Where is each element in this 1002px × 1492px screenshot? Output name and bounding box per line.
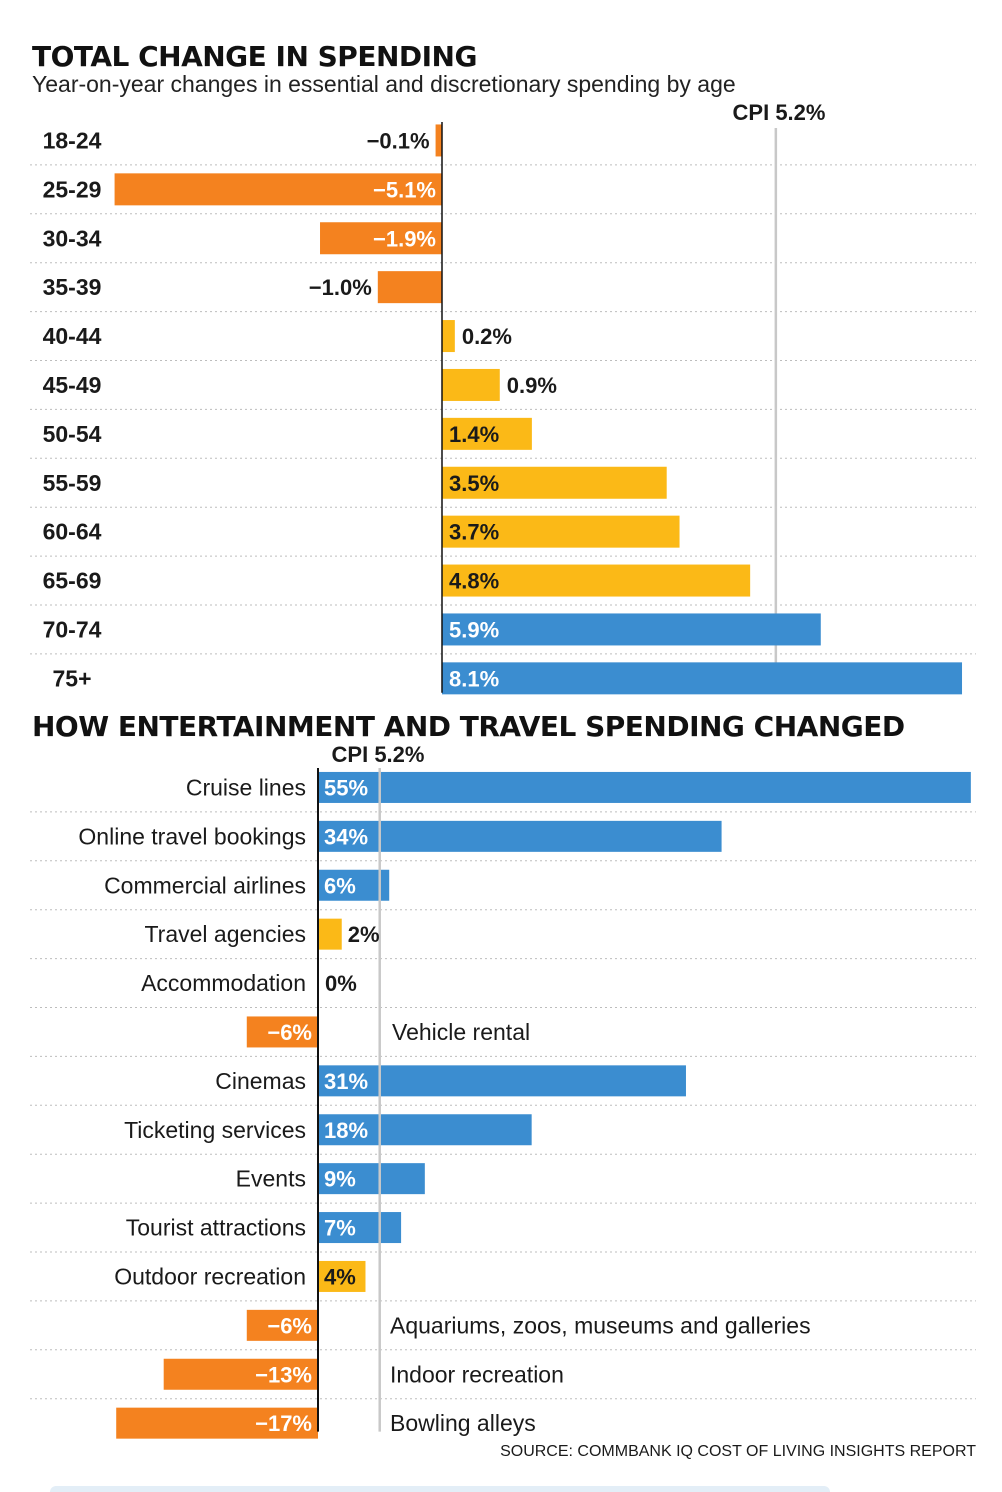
chart1-value-label: 8.1% (449, 666, 499, 691)
chart1-bar (435, 124, 442, 157)
chart1-value-label: 1.4% (449, 422, 499, 447)
chart2-bar (318, 1260, 366, 1292)
chart2-category-label: Indoor recreation (390, 1361, 564, 1387)
chart1-age-label: 65-69 (43, 568, 102, 594)
chart1-bars (114, 124, 963, 695)
chart1-bar (442, 564, 751, 597)
chart2-bar (318, 771, 971, 803)
chart2-category-label: Accommodation (141, 970, 306, 996)
chart1-age-label: 40-44 (43, 323, 102, 349)
chart2-value-label: 7% (324, 1216, 356, 1241)
chart1-value-label: −1.0% (309, 275, 372, 300)
chart1-bar (442, 662, 963, 695)
chart2-gridlines (30, 811, 976, 1400)
chart2-category-label: Online travel bookings (78, 823, 306, 849)
chart2-category-label: Events (236, 1166, 306, 1192)
chart2-title: HOW ENTERTAINMENT AND TRAVEL SPENDING CH… (32, 710, 905, 743)
chart1-title: TOTAL CHANGE IN SPENDING (32, 40, 477, 73)
chart2-bar (318, 820, 722, 852)
chart2-value-label: 2% (348, 922, 380, 947)
chart1-bar (320, 222, 442, 255)
chart1-bar (442, 613, 821, 646)
chart2-value-label: 4% (324, 1264, 356, 1289)
source-note: SOURCE: COMMBANK IQ COST OF LIVING INSIG… (500, 1443, 976, 1460)
chart1-value-label: −1.9% (373, 226, 436, 251)
chart2-category-label: Tourist attractions (126, 1215, 306, 1241)
chart2-bar (318, 1065, 686, 1097)
chart2-category-label: Cruise lines (186, 774, 306, 800)
chart2-cpi-label: CPI 5.2% (332, 742, 425, 767)
chart2-value-label: 0% (325, 971, 357, 996)
chart1-age-label: 30-34 (43, 225, 102, 251)
chart1-age-label: 70-74 (43, 616, 102, 642)
chart2-bar (318, 1114, 532, 1146)
chart1-value-label: 0.9% (507, 373, 557, 398)
chart1-age-label: 35-39 (43, 274, 102, 300)
chart1-bar (114, 173, 442, 206)
chart1-age-label: 18-24 (43, 127, 102, 153)
chart1-age-label: 55-59 (43, 470, 102, 496)
chart1-age-label: 25-29 (43, 176, 102, 202)
chart2-value-label: 34% (324, 824, 368, 849)
chart2-bar (318, 918, 342, 950)
chart1-age-label: 75+ (52, 665, 91, 691)
chart2-value-label: 31% (324, 1069, 368, 1094)
chart2-labels: Cruise lines 55% Online travel bookings 34%… (78, 774, 810, 1436)
chart2-bar (246, 1309, 318, 1341)
chart1-bar (442, 368, 500, 401)
chart2-category-label: Aquariums, zoos, museums and galleries (390, 1312, 811, 1338)
chart1-bar (442, 515, 680, 548)
chart2-category-label: Outdoor recreation (114, 1263, 306, 1289)
chart1-age-label: 50-54 (43, 421, 102, 447)
chart2-category-label: Bowling alleys (390, 1410, 536, 1436)
bottom-panel-edge (50, 1486, 830, 1492)
chart2-category-label: Vehicle rental (392, 1019, 530, 1045)
chart2-value-label: 18% (324, 1118, 368, 1143)
chart2-category-label: Commercial airlines (104, 872, 306, 898)
chart1-cpi-label: CPI 5.2% (733, 100, 826, 125)
chart1-value-label: 0.2% (462, 324, 512, 349)
chart1-bar (442, 320, 455, 353)
chart1-value-label: −0.1% (367, 128, 430, 153)
chart1-bar (442, 466, 667, 499)
chart2-bar (246, 1016, 318, 1048)
chart1-labels: 18-24 −0.1% 25-29 −5.1% 30-34 −1.9% 35-39 −1.0%… (43, 127, 557, 691)
chart2-bar (318, 1163, 425, 1195)
chart2-value-label: −13% (255, 1362, 312, 1387)
chart2-value-label: −6% (267, 1020, 312, 1045)
chart1-value-label: 4.8% (449, 569, 499, 594)
chart1-bar (442, 417, 532, 450)
chart1-value-label: 3.7% (449, 520, 499, 545)
chart1-value-label: 5.9% (449, 617, 499, 642)
chart2-value-label: 9% (324, 1167, 356, 1192)
chart1-value-label: −5.1% (373, 177, 436, 202)
chart1-age-label: 60-64 (43, 519, 102, 545)
chart2-bar (318, 1212, 402, 1244)
chart2-category-label: Ticketing services (124, 1117, 306, 1143)
chart2-value-label: −6% (267, 1313, 312, 1338)
chart1-bar (377, 271, 442, 304)
chart1-age-label: 45-49 (43, 372, 102, 398)
chart2-value-label: −17% (255, 1411, 312, 1436)
chart2-bar (116, 1407, 319, 1439)
chart2-category-label: Travel agencies (144, 921, 306, 947)
chart2-bar (318, 869, 390, 901)
chart2-value-label: 55% (324, 775, 368, 800)
chart1-value-label: 3.5% (449, 471, 499, 496)
chart1-subtitle: Year-on-year changes in essential and di… (32, 71, 736, 97)
chart2-bar (163, 1358, 318, 1390)
chart2-value-label: 6% (324, 873, 356, 898)
chart2-category-label: Cinemas (215, 1068, 306, 1094)
chart2-bars (116, 771, 971, 1439)
